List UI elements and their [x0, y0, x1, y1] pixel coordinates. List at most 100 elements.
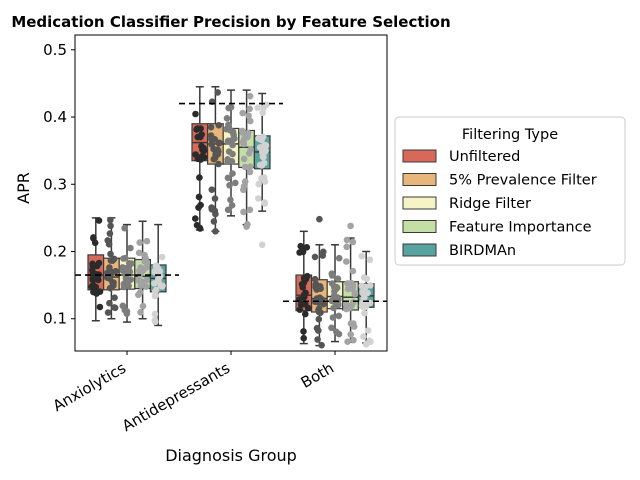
strip-point — [227, 196, 234, 204]
strip-point — [318, 341, 325, 349]
strip-point — [241, 163, 249, 171]
strip-point — [343, 243, 351, 251]
strip-point — [343, 236, 351, 244]
strip-point — [107, 250, 114, 258]
strip-point — [139, 280, 146, 288]
strip-point — [96, 288, 104, 296]
strip-point — [224, 156, 231, 163]
strip-point — [299, 301, 306, 308]
strip-point — [361, 310, 368, 317]
strip-point — [197, 156, 204, 163]
strip-point — [247, 117, 254, 125]
strip-point — [328, 324, 335, 332]
strip-point — [358, 252, 366, 260]
strip-point — [120, 283, 128, 291]
strip-point — [125, 260, 133, 267]
strip-point — [229, 170, 236, 177]
strip-point — [246, 206, 254, 214]
strip-point — [107, 216, 114, 224]
strip-point — [312, 281, 320, 289]
strip-point — [239, 109, 246, 117]
legend-entry-label: Feature Importance — [449, 220, 592, 236]
x-tick-label: Anxiolytics — [50, 359, 129, 415]
strip-point — [344, 338, 351, 346]
strip-point — [88, 283, 95, 291]
strip-point — [121, 224, 128, 232]
strip-point — [333, 328, 340, 336]
strip-point — [351, 290, 359, 298]
strip-point — [263, 101, 270, 108]
strip-point — [212, 210, 219, 218]
strip-point — [258, 136, 265, 144]
strip-point — [301, 291, 308, 298]
strip-point — [193, 126, 200, 133]
y-tick-label: 0.2 — [43, 242, 67, 260]
strip-point — [350, 336, 357, 344]
strip-point — [151, 292, 159, 300]
strip-point — [211, 195, 219, 202]
strip-point — [143, 259, 151, 266]
strip-point — [104, 274, 111, 282]
strip-point — [240, 140, 248, 148]
strip-point — [215, 140, 223, 147]
x-tick-label: Both — [298, 359, 337, 392]
plot-area: 0.1 0.2 0.3 0.4 0.5 AnxiolyticsAntidepressant… — [43, 34, 388, 435]
strip-point — [136, 289, 144, 296]
strip-point — [255, 180, 262, 188]
strip-point — [349, 267, 357, 275]
legend-title: Filtering Type — [462, 127, 558, 143]
strip-point — [311, 275, 319, 283]
strip-point — [319, 252, 327, 259]
strip-point — [260, 153, 267, 161]
x-axis-label: Diagnosis Group — [165, 446, 297, 465]
strip-point — [90, 288, 97, 296]
strip-point — [261, 178, 269, 185]
strip-point — [314, 336, 321, 343]
strip-point — [364, 327, 372, 334]
chart-title: Medication Classifier Precision by Featu… — [11, 13, 450, 31]
strip-point — [329, 314, 337, 321]
strip-point — [320, 300, 327, 308]
strip-point — [211, 136, 219, 143]
strip-point — [141, 251, 148, 259]
strip-point — [300, 328, 307, 335]
strip-point — [210, 155, 218, 163]
strip-point — [155, 275, 162, 283]
legend: Filtering Type Unfiltered 5% Prevalence F… — [394, 116, 626, 266]
legend-entry-label: BIRDMAn — [449, 243, 516, 259]
strip-point — [195, 193, 203, 201]
strip-point — [246, 163, 254, 170]
y-tick-label: 0.3 — [43, 175, 67, 193]
strip-point — [89, 260, 96, 268]
strip-point — [91, 239, 99, 247]
strip-point — [143, 276, 150, 284]
strip-point — [90, 271, 97, 278]
strip-point — [232, 179, 239, 187]
strip-point — [143, 264, 150, 271]
strip-point — [254, 195, 262, 202]
strip-point — [120, 255, 127, 262]
strip-point — [136, 239, 143, 246]
strip-point — [96, 303, 104, 311]
outlier-point — [212, 228, 219, 235]
strip-point — [90, 234, 97, 241]
strip-point — [143, 237, 151, 245]
strip-point — [228, 202, 236, 209]
legend-swatch — [402, 149, 437, 163]
strip-point — [296, 306, 304, 314]
outlier-point — [316, 215, 323, 223]
strip-point — [227, 103, 235, 111]
strip-point — [330, 292, 338, 299]
strip-point — [350, 323, 358, 330]
strip-point — [240, 155, 248, 163]
strip-point — [363, 275, 371, 283]
y-tick-label: 0.1 — [43, 310, 67, 328]
strip-point — [240, 135, 248, 143]
legend-entry-label: 5% Prevalence Filter — [449, 173, 597, 189]
strip-point — [244, 129, 252, 137]
strip-point — [311, 253, 319, 261]
strip-point — [121, 306, 129, 314]
strip-point — [215, 122, 223, 129]
strip-point — [210, 218, 218, 225]
